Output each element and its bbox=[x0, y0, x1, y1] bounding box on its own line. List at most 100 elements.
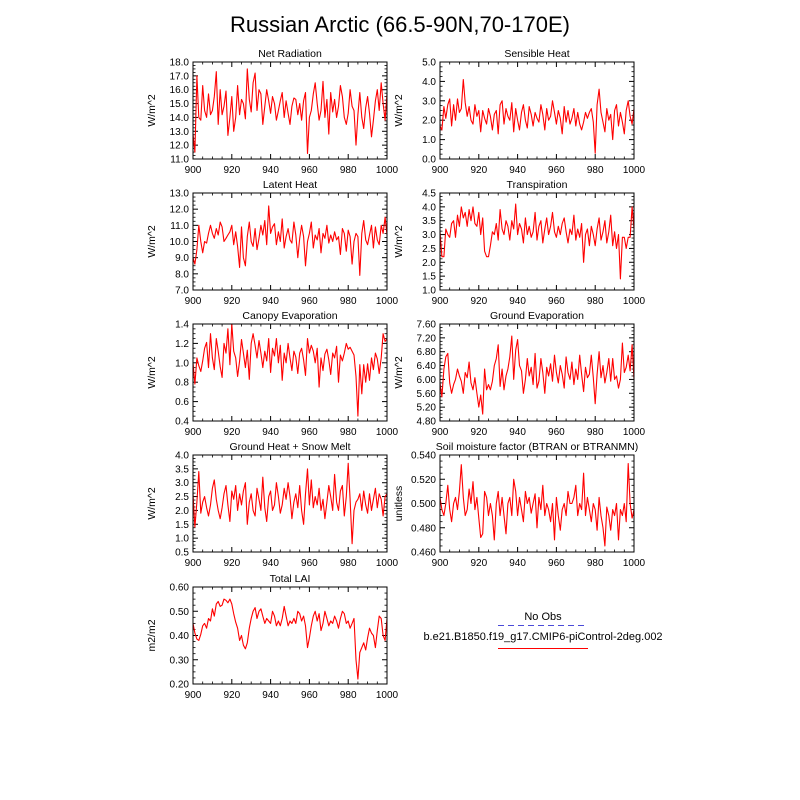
plot-frame bbox=[439, 192, 635, 291]
y-tick-label: 0.6 bbox=[175, 397, 189, 408]
plot-frame bbox=[439, 61, 635, 160]
x-tick-label: 920 bbox=[470, 427, 487, 438]
chart-title: Sensible Heat bbox=[504, 48, 569, 60]
y-axis-label: W/m^2 bbox=[146, 356, 158, 389]
y-tick-label: 4.0 bbox=[175, 451, 189, 462]
legend: No Obs b.e21.B1850.f19_g17.CMIP6-piContr… bbox=[423, 611, 663, 649]
chart-title: Latent Heat bbox=[263, 179, 317, 191]
x-tick-label: 960 bbox=[548, 427, 565, 438]
chart-panel-1: Net Radiation W/m^2 900 920 940 960 980 1000 11.… bbox=[146, 48, 399, 176]
x-tick-label: 940 bbox=[262, 690, 279, 701]
chart-panel-3: Latent Heat W/m^2 900 920 940 960 980 1000 7.0 8.… bbox=[146, 179, 399, 307]
x-tick-label: 1000 bbox=[376, 165, 399, 176]
y-tick-label: 1.2 bbox=[175, 339, 189, 350]
x-tick-label: 960 bbox=[301, 296, 318, 307]
y-tick-label: 5.0 bbox=[422, 58, 436, 69]
y-axis-label: W/m^2 bbox=[393, 94, 405, 127]
y-axis-label: W/m^2 bbox=[393, 356, 405, 389]
x-tick-label: 940 bbox=[262, 296, 279, 307]
y-tick-label: 3.5 bbox=[422, 216, 436, 227]
x-tick-label: 960 bbox=[301, 690, 318, 701]
y-tick-label: 4.0 bbox=[422, 77, 436, 88]
x-tick-label: 980 bbox=[587, 427, 604, 438]
panels-group: Net Radiation W/m^2 900 920 940 960 980 1000 11.… bbox=[146, 48, 646, 701]
y-tick-label: 5.20 bbox=[417, 403, 437, 414]
x-tick-label: 900 bbox=[185, 690, 202, 701]
x-tick-label: 960 bbox=[301, 165, 318, 176]
y-axis-label: W/m^2 bbox=[393, 225, 405, 258]
y-tick-label: 0.460 bbox=[411, 548, 436, 559]
x-tick-label: 1000 bbox=[376, 558, 399, 569]
x-tick-label: 900 bbox=[432, 427, 449, 438]
x-tick-label: 900 bbox=[185, 427, 202, 438]
y-tick-label: 0.60 bbox=[170, 583, 190, 594]
y-tick-label: 0.5 bbox=[175, 548, 189, 559]
legend-obs-label: No Obs bbox=[524, 611, 562, 623]
chart-panel-5: Canopy Evaporation W/m^2 900 920 940 960 980 10… bbox=[146, 310, 399, 438]
y-axis-label: W/m^2 bbox=[146, 94, 158, 127]
y-tick-label: 3.0 bbox=[422, 230, 436, 241]
x-tick-label: 1000 bbox=[376, 690, 399, 701]
x-tick-label: 980 bbox=[587, 558, 604, 569]
y-tick-label: 1.4 bbox=[175, 320, 189, 331]
plot-frame bbox=[192, 192, 388, 291]
chart-panel-2: Sensible Heat W/m^2 900 920 940 960 980 1000 0.0… bbox=[393, 48, 646, 176]
y-tick-label: 0.500 bbox=[411, 499, 436, 510]
y-tick-label: 9.0 bbox=[175, 253, 189, 264]
x-tick-label: 920 bbox=[470, 165, 487, 176]
chart-title: Ground Heat + Snow Melt bbox=[229, 441, 350, 453]
y-tick-label: 3.5 bbox=[175, 464, 189, 475]
y-axis-label: unitless bbox=[393, 486, 405, 522]
series-line-model bbox=[192, 462, 388, 545]
x-tick-label: 980 bbox=[340, 558, 357, 569]
chart-title: Ground Evaporation bbox=[490, 310, 584, 322]
x-tick-label: 980 bbox=[587, 165, 604, 176]
y-axis-label: W/m^2 bbox=[146, 487, 158, 520]
y-tick-label: 1.0 bbox=[175, 534, 189, 545]
x-tick-label: 900 bbox=[185, 296, 202, 307]
series-line-model bbox=[192, 68, 388, 155]
x-tick-label: 1000 bbox=[623, 558, 646, 569]
chart-title: Net Radiation bbox=[258, 48, 322, 60]
y-tick-label: 1.5 bbox=[422, 272, 436, 283]
y-tick-label: 7.0 bbox=[175, 286, 189, 297]
x-tick-label: 1000 bbox=[376, 427, 399, 438]
chart-title: Canopy Evaporation bbox=[242, 310, 337, 322]
x-tick-label: 940 bbox=[509, 165, 526, 176]
y-tick-label: 10.0 bbox=[170, 237, 190, 248]
x-tick-label: 980 bbox=[340, 690, 357, 701]
chart-title: Soil moisture factor (BTRAN or BTRANMN) bbox=[436, 441, 638, 453]
chart-panel-7: Ground Heat + Snow Melt W/m^2 900 920 940 960… bbox=[146, 441, 399, 569]
y-tick-label: 3.0 bbox=[175, 478, 189, 489]
x-tick-label: 920 bbox=[223, 296, 240, 307]
y-tick-label: 2.0 bbox=[175, 506, 189, 517]
y-tick-label: 13.0 bbox=[170, 189, 190, 200]
x-tick-label: 920 bbox=[470, 558, 487, 569]
chart-panel-4: Transpiration W/m^2 900 920 940 960 980 1000 1.0… bbox=[393, 179, 646, 307]
x-tick-label: 940 bbox=[262, 165, 279, 176]
y-tick-label: 0.480 bbox=[411, 523, 436, 534]
x-tick-label: 1000 bbox=[623, 296, 646, 307]
x-tick-label: 920 bbox=[470, 296, 487, 307]
x-tick-label: 940 bbox=[262, 427, 279, 438]
y-tick-label: 0.520 bbox=[411, 475, 436, 486]
y-tick-label: 15.0 bbox=[170, 99, 190, 110]
y-tick-label: 0.20 bbox=[170, 680, 190, 691]
series-line-model bbox=[192, 205, 388, 276]
y-tick-label: 0.540 bbox=[411, 451, 436, 462]
y-tick-label: 2.5 bbox=[175, 492, 189, 503]
y-tick-label: 13.0 bbox=[170, 127, 190, 138]
x-tick-label: 1000 bbox=[623, 427, 646, 438]
chart-title: Transpiration bbox=[507, 179, 568, 191]
x-tick-label: 940 bbox=[262, 558, 279, 569]
y-tick-label: 4.0 bbox=[422, 202, 436, 213]
y-tick-label: 1.0 bbox=[422, 286, 436, 297]
x-tick-label: 900 bbox=[432, 165, 449, 176]
y-tick-label: 0.8 bbox=[175, 378, 189, 389]
y-tick-label: 7.20 bbox=[417, 333, 437, 344]
y-tick-label: 12.0 bbox=[170, 205, 190, 216]
chart-panel-8: Soil moisture factor (BTRAN or BTRANMN) u… bbox=[393, 441, 646, 569]
y-tick-label: 4.80 bbox=[417, 417, 437, 428]
y-tick-label: 0.0 bbox=[422, 155, 436, 166]
x-tick-label: 980 bbox=[340, 427, 357, 438]
